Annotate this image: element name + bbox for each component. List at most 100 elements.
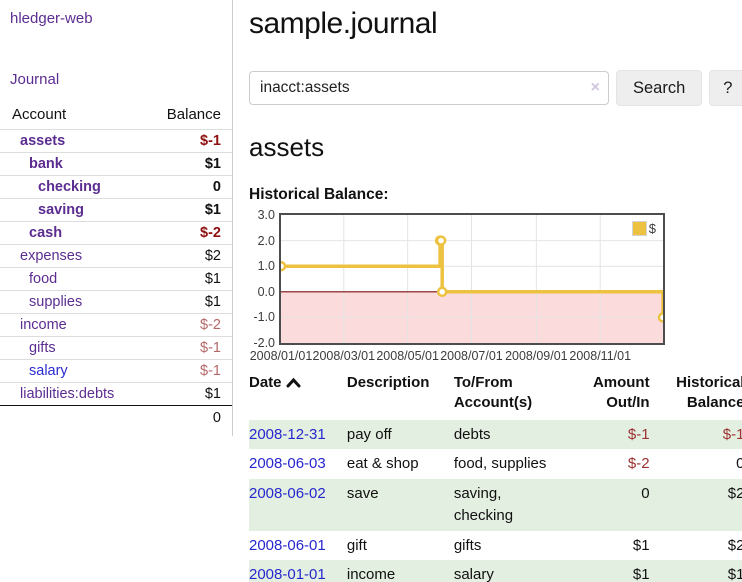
search-box: ×	[249, 71, 609, 105]
app-title-link[interactable]: hledger-web	[10, 10, 93, 27]
legend-swatch-icon	[631, 221, 647, 236]
account-row: food $1	[0, 267, 232, 291]
transaction-date-link[interactable]: 2008-12-31	[249, 425, 326, 443]
transaction-amount: $1	[632, 566, 650, 582]
chart-y-axis-labels: 3.0 2.0 1.0 0.0 -1.0 -2.0	[249, 208, 279, 350]
y-tick-label: 0.0	[257, 284, 275, 299]
accounts-table: Account Balance assets $-1 bank $1 checking 0…	[0, 102, 232, 430]
accounts-total-row: 0	[0, 405, 232, 431]
transaction-balance: $2	[727, 485, 742, 502]
register-row: 2008-06-03 eat & shop food, supplies $-2 0	[249, 449, 742, 479]
account-link-supplies[interactable]: supplies	[29, 294, 83, 310]
account-link-cash[interactable]: cash	[29, 225, 63, 241]
x-tick-label: 2008/05/01	[376, 349, 439, 363]
transaction-amount: 0	[641, 485, 650, 502]
account-link-salary[interactable]: salary	[29, 363, 68, 379]
register-header-row: Date Description To/From Account(s) Amount Ou…	[249, 369, 742, 420]
chart-canvas[interactable]	[275, 215, 669, 343]
search-bar: × Search ?	[249, 70, 742, 106]
x-tick-label: 2008/07/01	[440, 349, 503, 363]
spacer	[0, 406, 138, 431]
sidebar-nav: Journal	[0, 27, 232, 88]
register-table: Date Description To/From Account(s) Amount Ou…	[249, 369, 742, 582]
legend-label: $	[648, 221, 656, 236]
account-balance: $-1	[200, 133, 221, 149]
account-heading: assets	[249, 132, 325, 162]
transaction-accounts: food, supplies	[453, 455, 547, 473]
y-tick-label: -1.0	[253, 310, 275, 325]
transaction-balance: $2	[727, 536, 742, 554]
chart-plot-box	[275, 213, 669, 345]
account-balance: $-2	[200, 317, 221, 333]
transaction-description: save	[346, 485, 379, 502]
transaction-amount: $-2	[627, 455, 650, 473]
search-button[interactable]: Search	[616, 70, 703, 106]
account-balance: $2	[204, 248, 221, 264]
chart-data-point[interactable]	[435, 235, 447, 246]
transaction-date-link[interactable]: 2008-01-01	[249, 566, 326, 582]
sidebar: hledger-web Journal Account Balance asse…	[0, 0, 233, 436]
transaction-balance: $-1	[722, 425, 742, 443]
account-link-assets[interactable]: assets	[20, 133, 66, 149]
clear-search-icon[interactable]: ×	[590, 79, 600, 96]
account-balance: $1	[204, 386, 221, 402]
y-tick-label: 3.0	[257, 208, 275, 222]
account-row: liabilities:debts $1	[0, 382, 232, 406]
account-row: checking 0	[0, 175, 232, 199]
search-input[interactable]	[249, 71, 609, 105]
account-balance: $1	[204, 271, 221, 287]
main-content: sample.journal × Search ? assets Histori…	[233, 0, 742, 582]
account-row: expenses $2	[0, 244, 232, 268]
transaction-description: pay off	[346, 425, 392, 443]
account-link-income[interactable]: income	[20, 317, 67, 333]
balance-chart[interactable]: 3.0 2.0 1.0 0.0 -1.0 -2.0 $ 2008/01/01 2008/03…	[249, 208, 742, 363]
x-tick-label: 2008/09/01	[505, 349, 568, 363]
chart-data-point[interactable]	[275, 260, 287, 272]
account-row: gifts $-1	[0, 336, 232, 360]
account-balance: $-2	[200, 225, 221, 241]
transaction-accounts: gifts	[453, 536, 482, 554]
sidebar-item-journal[interactable]: Journal	[10, 71, 60, 88]
accounts-header-row: Account Balance	[0, 102, 232, 130]
account-row: saving $1	[0, 198, 232, 222]
chart-title: Historical Balance:	[249, 186, 389, 203]
account-row: assets $-1	[0, 129, 232, 153]
account-row: salary $-1	[0, 359, 232, 383]
register-row: 2008-01-01 income salary $1 $1	[249, 560, 742, 582]
account-link-gifts[interactable]: gifts	[29, 340, 56, 356]
register-col-date[interactable]: Date	[249, 369, 347, 420]
transaction-date-link[interactable]: 2008-06-03	[249, 455, 326, 473]
chart-data-point[interactable]	[657, 312, 669, 323]
accounts-col-balance: Balance	[166, 106, 221, 123]
chart-data-point[interactable]	[436, 286, 448, 298]
y-tick-label: 2.0	[257, 233, 275, 248]
account-row: income $-2	[0, 313, 232, 337]
transaction-description: eat & shop	[346, 455, 419, 473]
account-balance: $-1	[200, 363, 221, 379]
register-row: 2008-12-31 pay off debts $-1 $-1	[249, 419, 742, 450]
account-link-food[interactable]: food	[29, 271, 58, 287]
account-balance: $1	[204, 156, 221, 172]
chart-plot-area: $ 2008/01/01 2008/03/01 2008/05/01 2008/07/…	[250, 213, 669, 363]
account-link-bank[interactable]: bank	[29, 156, 63, 172]
account-balance: $1	[204, 294, 221, 310]
page-title: sample.journal	[249, 7, 438, 40]
account-link-checking[interactable]: checking	[38, 179, 101, 195]
transaction-date-link[interactable]: 2008-06-02	[249, 485, 326, 502]
account-row: bank $1	[0, 152, 232, 176]
account-link-liabilities-debts[interactable]: liabilities:debts	[20, 386, 115, 402]
transaction-description: gift	[346, 536, 367, 554]
transaction-date-link[interactable]: 2008-06-01	[249, 536, 326, 554]
account-balance: $-1	[200, 340, 221, 356]
register-row: 2008-06-02 save saving, checking 0 $2	[249, 479, 742, 531]
register-col-amount: Amount Out/In	[592, 374, 650, 412]
chart-legend: $	[631, 221, 656, 236]
register-col-historical: Historical Balance	[676, 374, 742, 412]
register-col-to-from: To/From Account(s)	[453, 374, 533, 412]
account-link-expenses[interactable]: expenses	[20, 248, 83, 264]
account-link-saving[interactable]: saving	[38, 202, 84, 218]
account-balance: $1	[204, 202, 221, 218]
transaction-amount: $1	[632, 536, 650, 554]
help-button[interactable]: ?	[709, 70, 742, 106]
